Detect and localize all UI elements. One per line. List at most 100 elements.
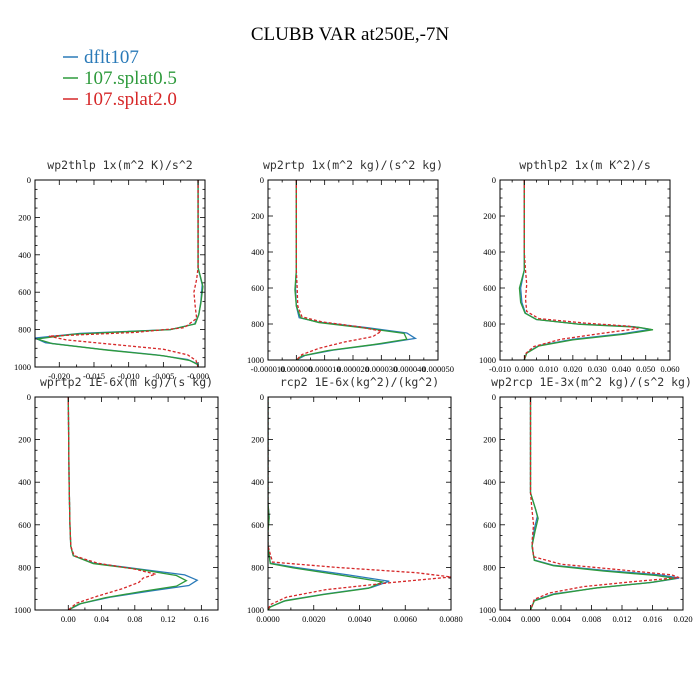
y-tick-label: 1000 bbox=[479, 605, 496, 615]
x-tick-label: 0.000 bbox=[521, 614, 540, 624]
y-tick-label: 800 bbox=[251, 319, 264, 329]
chart-panel-2: wp2rtp 1x(m^2 kg)/(s^2 kg) 0 200 400 600 800 1… bbox=[247, 158, 454, 374]
x-tick-label: -0.004 bbox=[489, 614, 512, 624]
x-tick-label: -0.000010 bbox=[251, 364, 286, 374]
x-tick-label: 0.000040 bbox=[394, 364, 426, 374]
x-tick-label: -0.020 bbox=[48, 371, 70, 381]
x-tick-label: -0.010 bbox=[489, 364, 511, 374]
panel-title: wp2rtp 1x(m^2 kg)/(s^2 kg) bbox=[263, 158, 443, 172]
y-tick-label: 1000 bbox=[14, 605, 31, 615]
x-tick-label: 0.12 bbox=[161, 614, 176, 624]
x-tick-label: -0.010 bbox=[118, 371, 140, 381]
series-line-107-splat2-0 bbox=[67, 397, 159, 610]
legend-label-splat20: 107.splat2.0 bbox=[84, 89, 177, 110]
y-tick-label: 800 bbox=[483, 562, 496, 572]
y-tick-label: 0 bbox=[492, 392, 496, 402]
x-tick-label: 0.030 bbox=[588, 364, 607, 374]
x-tick-label: 0.0020 bbox=[302, 614, 325, 624]
x-tick-label: 0.0040 bbox=[348, 614, 371, 624]
y-tick-label: 600 bbox=[483, 283, 496, 293]
y-tick-label: 400 bbox=[18, 250, 31, 260]
y-tick-label: 200 bbox=[483, 211, 496, 221]
axis-frame bbox=[34, 396, 219, 611]
series-line-dflt107 bbox=[67, 397, 199, 610]
y-tick-label: 400 bbox=[18, 477, 31, 487]
y-tick-label: 400 bbox=[483, 247, 496, 257]
x-tick-label: 0.0000 bbox=[256, 614, 279, 624]
x-tick-label: 0.016 bbox=[643, 614, 662, 624]
x-tick-label: 0.000020 bbox=[337, 364, 369, 374]
y-tick-label: 0 bbox=[260, 392, 264, 402]
panel-title: wprtp2 1E-6x(m kg)/(s kg) bbox=[40, 375, 213, 389]
panel-title: wp2thlp 1x(m^2 K)/s^2 bbox=[47, 158, 192, 172]
x-tick-label: -0.000 bbox=[187, 371, 209, 381]
y-tick-label: 600 bbox=[251, 520, 264, 530]
series-line-107-splat2-0 bbox=[523, 180, 639, 360]
y-tick-label: 600 bbox=[483, 520, 496, 530]
x-tick-label: 0.00 bbox=[61, 614, 76, 624]
y-tick-label: 600 bbox=[18, 287, 31, 297]
chart-panel-4: wprtp2 1E-6x(m kg)/(s kg) 0 200 400 600 800 10… bbox=[14, 375, 219, 624]
chart-panel-6: wp2rcp 1E-3x(m^2 kg)/(s^2 kg) 0 200 400 600 8… bbox=[479, 375, 693, 624]
chart-panel-3: wpthlp2 1x(m K^2)/s 0 200 400 600 800 1000-0.0… bbox=[479, 158, 680, 374]
series-line-dflt107 bbox=[529, 397, 680, 610]
x-tick-label: 0.050 bbox=[636, 364, 655, 374]
series-line-107-splat0-5 bbox=[529, 397, 676, 610]
series-line-107-splat0-5 bbox=[294, 180, 408, 360]
axis-frame bbox=[267, 179, 439, 361]
legend: dflt107 107.splat0.5 107.splat2.0 bbox=[63, 47, 177, 110]
panel-title: rcp2 1E-6x(kg^2)/(kg^2) bbox=[280, 375, 439, 389]
y-tick-label: 0 bbox=[27, 175, 31, 185]
x-tick-label: 0.000 bbox=[515, 364, 534, 374]
series-line-107-splat0-5 bbox=[518, 180, 654, 360]
x-tick-label: 0.020 bbox=[673, 614, 692, 624]
panel-title: wpthlp2 1x(m K^2)/s bbox=[519, 158, 651, 172]
series-line-107-splat0-5 bbox=[67, 397, 188, 610]
x-tick-label: 0.040 bbox=[612, 364, 631, 374]
panel-title: wp2rcp 1E-3x(m^2 kg)/(s^2 kg) bbox=[491, 375, 692, 389]
y-tick-label: 1000 bbox=[247, 355, 264, 365]
x-tick-label: 0.08 bbox=[127, 614, 142, 624]
y-tick-label: 0 bbox=[260, 175, 264, 185]
series-line-107-splat2-0 bbox=[268, 397, 451, 610]
y-tick-label: 800 bbox=[18, 562, 31, 572]
legend-label-dflt107: dflt107 bbox=[84, 47, 139, 68]
x-tick-label: 0.060 bbox=[660, 364, 679, 374]
y-tick-label: 600 bbox=[251, 283, 264, 293]
x-tick-label: 0.000050 bbox=[422, 364, 454, 374]
x-tick-label: 0.008 bbox=[582, 614, 601, 624]
y-tick-label: 400 bbox=[483, 477, 496, 487]
series-line-107-splat0-5 bbox=[268, 397, 385, 610]
x-tick-label: 0.000030 bbox=[365, 364, 397, 374]
x-tick-label: 0.020 bbox=[563, 364, 582, 374]
legend-label-splat05: 107.splat0.5 bbox=[84, 68, 177, 89]
y-tick-label: 0 bbox=[492, 175, 496, 185]
y-tick-label: 1000 bbox=[14, 362, 31, 372]
series-line-107-splat2-0 bbox=[48, 180, 199, 367]
x-tick-label: 0.000000 bbox=[280, 364, 312, 374]
x-tick-label: -0.015 bbox=[83, 371, 105, 381]
y-tick-label: 600 bbox=[18, 520, 31, 530]
y-tick-label: 400 bbox=[251, 247, 264, 257]
panel-grid: wp2thlp 1x(m^2 K)/s^202004006008001000-0… bbox=[14, 158, 693, 624]
series-line-dflt107 bbox=[268, 397, 390, 610]
y-tick-label: 800 bbox=[251, 562, 264, 572]
chart-panel-1: wp2thlp 1x(m^2 K)/s^2 0 200 400 600 800 1000 -0… bbox=[14, 158, 209, 381]
y-tick-label: 400 bbox=[251, 477, 264, 487]
y-tick-label: 200 bbox=[18, 212, 31, 222]
y-tick-label: 800 bbox=[18, 325, 31, 335]
x-tick-label: 0.000010 bbox=[309, 364, 341, 374]
x-tick-label: -0.005 bbox=[152, 371, 174, 381]
chart-panel-5: rcp2 1E-6x(kg^2)/(kg^2) 0 200 400 600 800 1000… bbox=[247, 375, 463, 624]
x-tick-label: 0.04 bbox=[94, 614, 110, 624]
x-tick-label: 0.16 bbox=[194, 614, 209, 624]
x-tick-label: 0.010 bbox=[539, 364, 558, 374]
x-tick-label: 0.004 bbox=[551, 614, 571, 624]
y-tick-label: 200 bbox=[251, 435, 264, 445]
y-tick-label: 1000 bbox=[247, 605, 264, 615]
y-tick-label: 800 bbox=[483, 319, 496, 329]
y-tick-label: 200 bbox=[483, 435, 496, 445]
y-tick-label: 200 bbox=[18, 435, 31, 445]
series-line-107-splat2-0 bbox=[529, 397, 680, 610]
